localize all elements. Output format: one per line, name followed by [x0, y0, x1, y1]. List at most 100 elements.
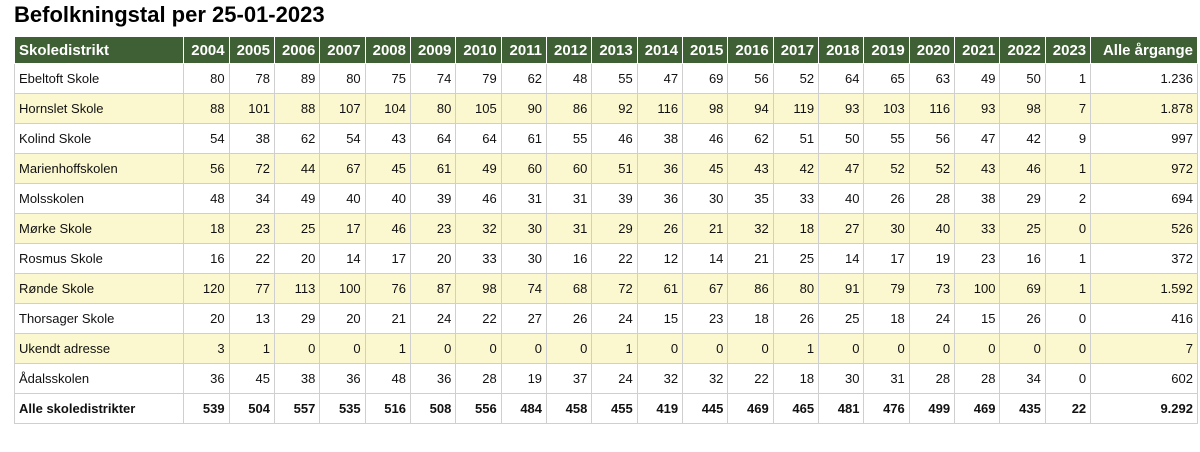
year-count-cell: 25: [273, 213, 321, 244]
year-count-cell: 23: [228, 213, 275, 244]
year-count-cell: 47: [954, 123, 1001, 154]
year-count-cell: 60: [546, 153, 593, 184]
column-header-year: 2022: [999, 36, 1046, 64]
year-count-cell: 92: [591, 93, 638, 124]
school-district-name: Ådalsskolen: [13, 363, 185, 394]
year-count-cell: 116: [908, 93, 956, 124]
page-title: Befolkningstal per 25-01-2023: [14, 2, 325, 27]
column-header-year: 2018: [818, 36, 865, 64]
year-count-cell: 21: [682, 213, 729, 244]
year-count-cell: 14: [818, 243, 865, 274]
year-count-cell: 43: [364, 123, 412, 154]
table-row: Ukendt adresse 3 1 0 0 1 0 0 0 0 1 0 0 0 1 0 0 0 0 0 0 7: [13, 333, 1198, 364]
table-totals-row: Alle skoledistrikter 539 504 557 535 516 508 55…: [13, 393, 1198, 424]
year-count-cell: 113: [273, 273, 321, 304]
year-count-cell: 18: [772, 363, 820, 394]
year-count-cell: 36: [636, 183, 684, 214]
year-count-cell: 0: [727, 333, 774, 364]
year-count-cell: 34: [999, 363, 1046, 394]
column-header-skoledistrikt: Skoledistrikt: [13, 36, 185, 64]
year-count-cell: 23: [682, 303, 729, 334]
all-years-total-cell: 1.592: [1090, 273, 1198, 304]
year-count-cell: 74: [409, 63, 457, 94]
year-count-cell: 40: [818, 183, 865, 214]
year-count-cell: 40: [319, 183, 366, 214]
year-count-cell: 22: [455, 303, 502, 334]
year-count-cell: 45: [682, 153, 729, 184]
year-count-cell: 43: [954, 153, 1001, 184]
year-count-cell: 16: [999, 243, 1046, 274]
year-count-cell: 49: [455, 153, 502, 184]
year-count-cell: 52: [908, 153, 956, 184]
year-count-cell: 68: [546, 273, 593, 304]
year-count-cell: 76: [364, 273, 412, 304]
year-count-cell: 46: [591, 123, 638, 154]
year-count-cell: 67: [319, 153, 366, 184]
year-count-cell: 0: [1044, 333, 1092, 364]
column-header-year: 2011: [500, 36, 548, 64]
year-count-cell: 476: [863, 393, 910, 424]
year-count-cell: 56: [727, 63, 774, 94]
year-count-cell: 0: [546, 333, 593, 364]
year-count-cell: 48: [183, 183, 230, 214]
year-count-cell: 45: [228, 363, 275, 394]
year-count-cell: 24: [591, 363, 638, 394]
table-row: Rosmus Skole 16 22 20 14 17 20 33 30 16 22 12 14 21 25…: [13, 243, 1198, 274]
year-count-cell: 64: [409, 123, 457, 154]
year-count-cell: 80: [183, 63, 230, 94]
column-header-year: 2010: [455, 36, 502, 64]
year-count-cell: 46: [999, 153, 1046, 184]
year-count-cell: 78: [228, 63, 275, 94]
school-district-name: Kolind Skole: [13, 123, 185, 154]
year-count-cell: 77: [228, 273, 275, 304]
year-count-cell: 0: [954, 333, 1001, 364]
year-count-cell: 27: [818, 213, 865, 244]
year-count-cell: 535: [319, 393, 366, 424]
all-years-total-cell: 526: [1090, 213, 1198, 244]
year-count-cell: 47: [818, 153, 865, 184]
column-header-year: 2013: [591, 36, 638, 64]
year-count-cell: 54: [319, 123, 366, 154]
year-count-cell: 0: [999, 333, 1046, 364]
year-count-cell: 94: [727, 93, 774, 124]
column-header-year: 2006: [273, 36, 321, 64]
year-count-cell: 37: [546, 363, 593, 394]
year-count-cell: 28: [908, 183, 956, 214]
year-count-cell: 93: [954, 93, 1001, 124]
population-table: Skoledistrikt 2004 2005 2006 2007 2008 2009 201…: [13, 36, 1198, 424]
table-row: Hornslet Skole 88 101 88 107 104 80 105 90 86 92 11…: [13, 93, 1198, 124]
school-district-name: Mørke Skole: [13, 213, 185, 244]
year-count-cell: 98: [999, 93, 1046, 124]
year-count-cell: 56: [183, 153, 230, 184]
year-count-cell: 107: [319, 93, 366, 124]
year-count-cell: 51: [772, 123, 820, 154]
year-count-cell: 445: [682, 393, 729, 424]
year-count-cell: 0: [863, 333, 910, 364]
year-count-cell: 504: [228, 393, 275, 424]
school-district-name: Rosmus Skole: [13, 243, 185, 274]
year-count-cell: 79: [863, 273, 910, 304]
year-count-cell: 17: [319, 213, 366, 244]
year-count-cell: 55: [546, 123, 593, 154]
year-count-cell: 116: [636, 93, 684, 124]
year-count-cell: 72: [228, 153, 275, 184]
table-header-row: Skoledistrikt 2004 2005 2006 2007 2008 2009 201…: [13, 36, 1198, 64]
year-count-cell: 539: [183, 393, 230, 424]
year-count-cell: 32: [682, 363, 729, 394]
year-count-cell: 38: [228, 123, 275, 154]
year-count-cell: 22: [727, 363, 774, 394]
year-count-cell: 48: [364, 363, 412, 394]
year-count-cell: 46: [364, 213, 412, 244]
column-header-year: 2015: [682, 36, 729, 64]
column-header-year: 2019: [863, 36, 910, 64]
year-count-cell: 43: [727, 153, 774, 184]
column-header-year: 2020: [908, 36, 956, 64]
year-count-cell: 16: [183, 243, 230, 274]
year-count-cell: 38: [636, 123, 684, 154]
year-count-cell: 0: [818, 333, 865, 364]
column-header-alle-argange: Alle årgange: [1090, 36, 1198, 64]
year-count-cell: 469: [727, 393, 774, 424]
year-count-cell: 55: [863, 123, 910, 154]
year-count-cell: 18: [183, 213, 230, 244]
year-count-cell: 16: [546, 243, 593, 274]
